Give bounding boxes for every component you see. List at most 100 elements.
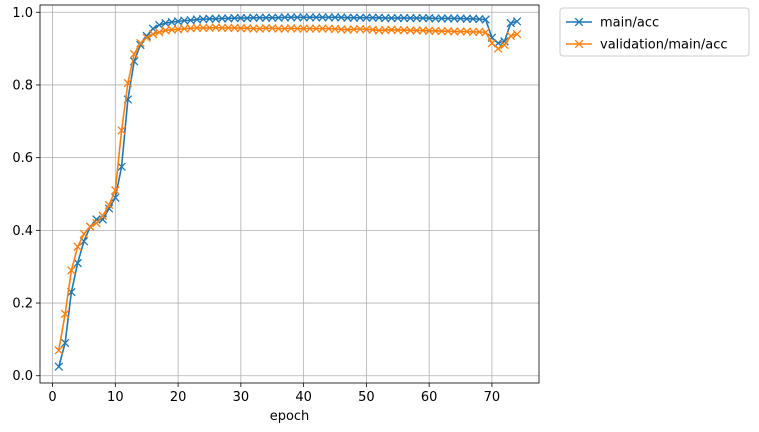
data-point bbox=[431, 14, 440, 23]
legend-entry: main/acc bbox=[566, 16, 659, 31]
data-point bbox=[406, 26, 415, 35]
data-point bbox=[73, 258, 82, 268]
x-tick-label: 60 bbox=[421, 390, 438, 405]
x-tick-label: 70 bbox=[484, 390, 501, 405]
legend-marker bbox=[574, 17, 584, 27]
data-point bbox=[355, 13, 365, 22]
data-point bbox=[380, 13, 390, 23]
data-point bbox=[443, 14, 453, 23]
data-point bbox=[462, 14, 472, 24]
data-point bbox=[456, 27, 465, 36]
plot-frame bbox=[39, 4, 540, 384]
series-main-acc bbox=[54, 13, 522, 371]
data-point bbox=[418, 13, 428, 23]
data-point bbox=[500, 40, 509, 50]
data-point bbox=[198, 23, 208, 33]
y-tick-label: 1.0 bbox=[12, 6, 33, 21]
data-point bbox=[85, 222, 95, 231]
data-point bbox=[305, 24, 315, 33]
grid-lines bbox=[40, 5, 539, 383]
legend-label: main/acc bbox=[600, 16, 659, 31]
data-point bbox=[450, 14, 459, 23]
data-point bbox=[249, 13, 258, 22]
legend-marker bbox=[574, 39, 584, 49]
series-validation-main-acc bbox=[54, 23, 522, 355]
legend-box bbox=[559, 7, 750, 57]
data-point bbox=[362, 13, 371, 22]
legend: main/acc validation/main/acc bbox=[559, 7, 750, 57]
data-point bbox=[236, 13, 246, 23]
data-point bbox=[98, 211, 108, 221]
data-point bbox=[255, 13, 264, 22]
data-point bbox=[387, 13, 396, 23]
data-point bbox=[129, 49, 139, 59]
y-tick-label: 0.2 bbox=[12, 297, 33, 312]
x-tick-label: 0 bbox=[48, 390, 56, 405]
series-line bbox=[58, 16, 518, 367]
data-point bbox=[481, 27, 490, 37]
data-point bbox=[412, 13, 421, 23]
x-tick-label: 50 bbox=[358, 390, 375, 405]
data-point bbox=[267, 13, 277, 22]
data-point bbox=[236, 24, 246, 33]
data-point bbox=[142, 33, 151, 42]
data-point bbox=[330, 13, 340, 22]
data-point bbox=[154, 27, 164, 37]
data-point bbox=[311, 13, 321, 22]
data-point bbox=[217, 14, 227, 23]
data-point bbox=[311, 24, 321, 33]
data-point bbox=[437, 26, 446, 36]
data-point bbox=[111, 186, 120, 195]
y-tick-label: 0.4 bbox=[12, 224, 33, 239]
x-tick-label: 10 bbox=[107, 390, 124, 405]
data-point bbox=[450, 27, 459, 36]
data-point bbox=[343, 13, 352, 22]
data-point bbox=[142, 31, 151, 41]
y-tick-label: 0.6 bbox=[12, 151, 33, 166]
data-point bbox=[148, 29, 158, 39]
data-point bbox=[393, 25, 403, 35]
data-point bbox=[305, 13, 315, 22]
data-point bbox=[293, 24, 302, 33]
data-point bbox=[512, 17, 522, 26]
data-point bbox=[493, 44, 503, 53]
data-point bbox=[506, 18, 516, 28]
data-point bbox=[104, 204, 114, 213]
data-point bbox=[274, 24, 283, 33]
series-line bbox=[58, 26, 518, 351]
data-point bbox=[318, 13, 327, 22]
axis-ticks: 0 10 20 30 40 50 60 70 0.0 0.2 0.4 0.6 0.8 1.0 bbox=[12, 6, 500, 405]
data-point bbox=[98, 215, 108, 224]
data-point bbox=[123, 78, 133, 88]
data-point bbox=[117, 126, 126, 135]
data-point bbox=[406, 13, 415, 23]
y-tick-label: 0.0 bbox=[12, 369, 33, 384]
x-tick-label: 40 bbox=[295, 390, 312, 405]
data-point bbox=[261, 13, 271, 22]
x-axis-label: epoch bbox=[270, 409, 310, 424]
series-layer bbox=[54, 13, 522, 371]
data-point bbox=[280, 13, 290, 22]
data-point bbox=[249, 24, 258, 33]
data-point bbox=[230, 13, 239, 23]
data-point bbox=[506, 31, 516, 41]
data-point bbox=[437, 14, 446, 23]
data-point bbox=[54, 346, 64, 355]
data-point bbox=[299, 24, 308, 33]
x-tick-label: 20 bbox=[170, 390, 187, 405]
data-point bbox=[293, 13, 302, 22]
data-point bbox=[117, 162, 126, 172]
data-point bbox=[481, 15, 490, 24]
y-tick-label: 0.8 bbox=[12, 78, 33, 93]
data-point bbox=[324, 13, 333, 22]
data-point bbox=[92, 215, 101, 224]
data-point bbox=[54, 362, 64, 371]
data-point bbox=[368, 13, 377, 22]
x-tick-label: 30 bbox=[233, 390, 250, 405]
data-point bbox=[399, 13, 409, 23]
legend-label: validation/main/acc bbox=[600, 38, 728, 53]
data-point bbox=[205, 14, 214, 24]
data-point bbox=[261, 24, 271, 33]
data-point bbox=[468, 27, 478, 37]
